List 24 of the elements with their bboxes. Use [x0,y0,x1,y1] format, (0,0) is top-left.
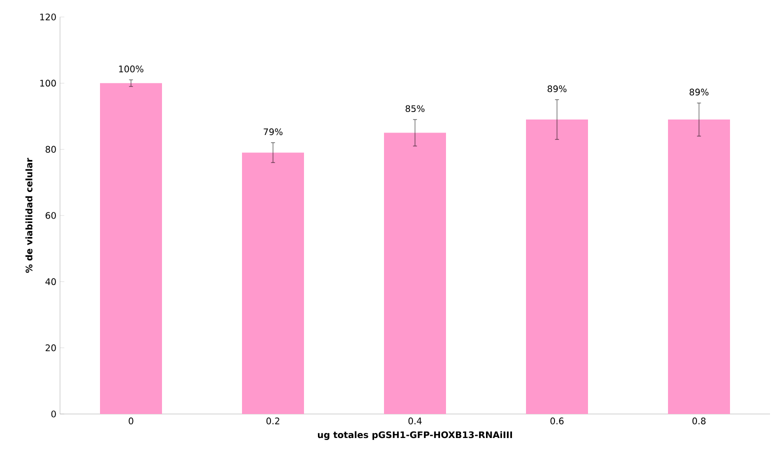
x-tick-label: 0.2 [266,418,280,424]
bar [384,132,446,414]
y-tick-label: 120 [40,14,56,20]
data-label: 89% [690,88,709,96]
x-axis-title: ug totales pGSH1-GFP-HOXB13-RNAiIII [318,431,512,440]
y-tick-label: 80 [46,146,56,153]
x-tick-label: 0 [128,418,134,424]
data-label: 89% [548,85,567,92]
y-tick-label: 40 [45,278,56,286]
data-label: 85% [406,105,425,112]
y-tick-label: 20 [46,344,56,352]
data-label: 79% [264,128,283,136]
bar [100,83,162,414]
x-tick-label: 0.4 [408,418,422,424]
y-tick-label: 100 [40,80,56,87]
bar [242,152,304,414]
x-tick-label: 0.8 [692,418,706,424]
y-tick-label: 0 [51,410,56,418]
bar [526,120,588,414]
y-tick-label: 60 [46,212,56,219]
data-label: 100% [119,66,144,72]
y-axis-title: % de viabilidad celular [25,158,32,273]
x-tick-label: 0.6 [550,418,564,424]
bar [668,120,730,414]
